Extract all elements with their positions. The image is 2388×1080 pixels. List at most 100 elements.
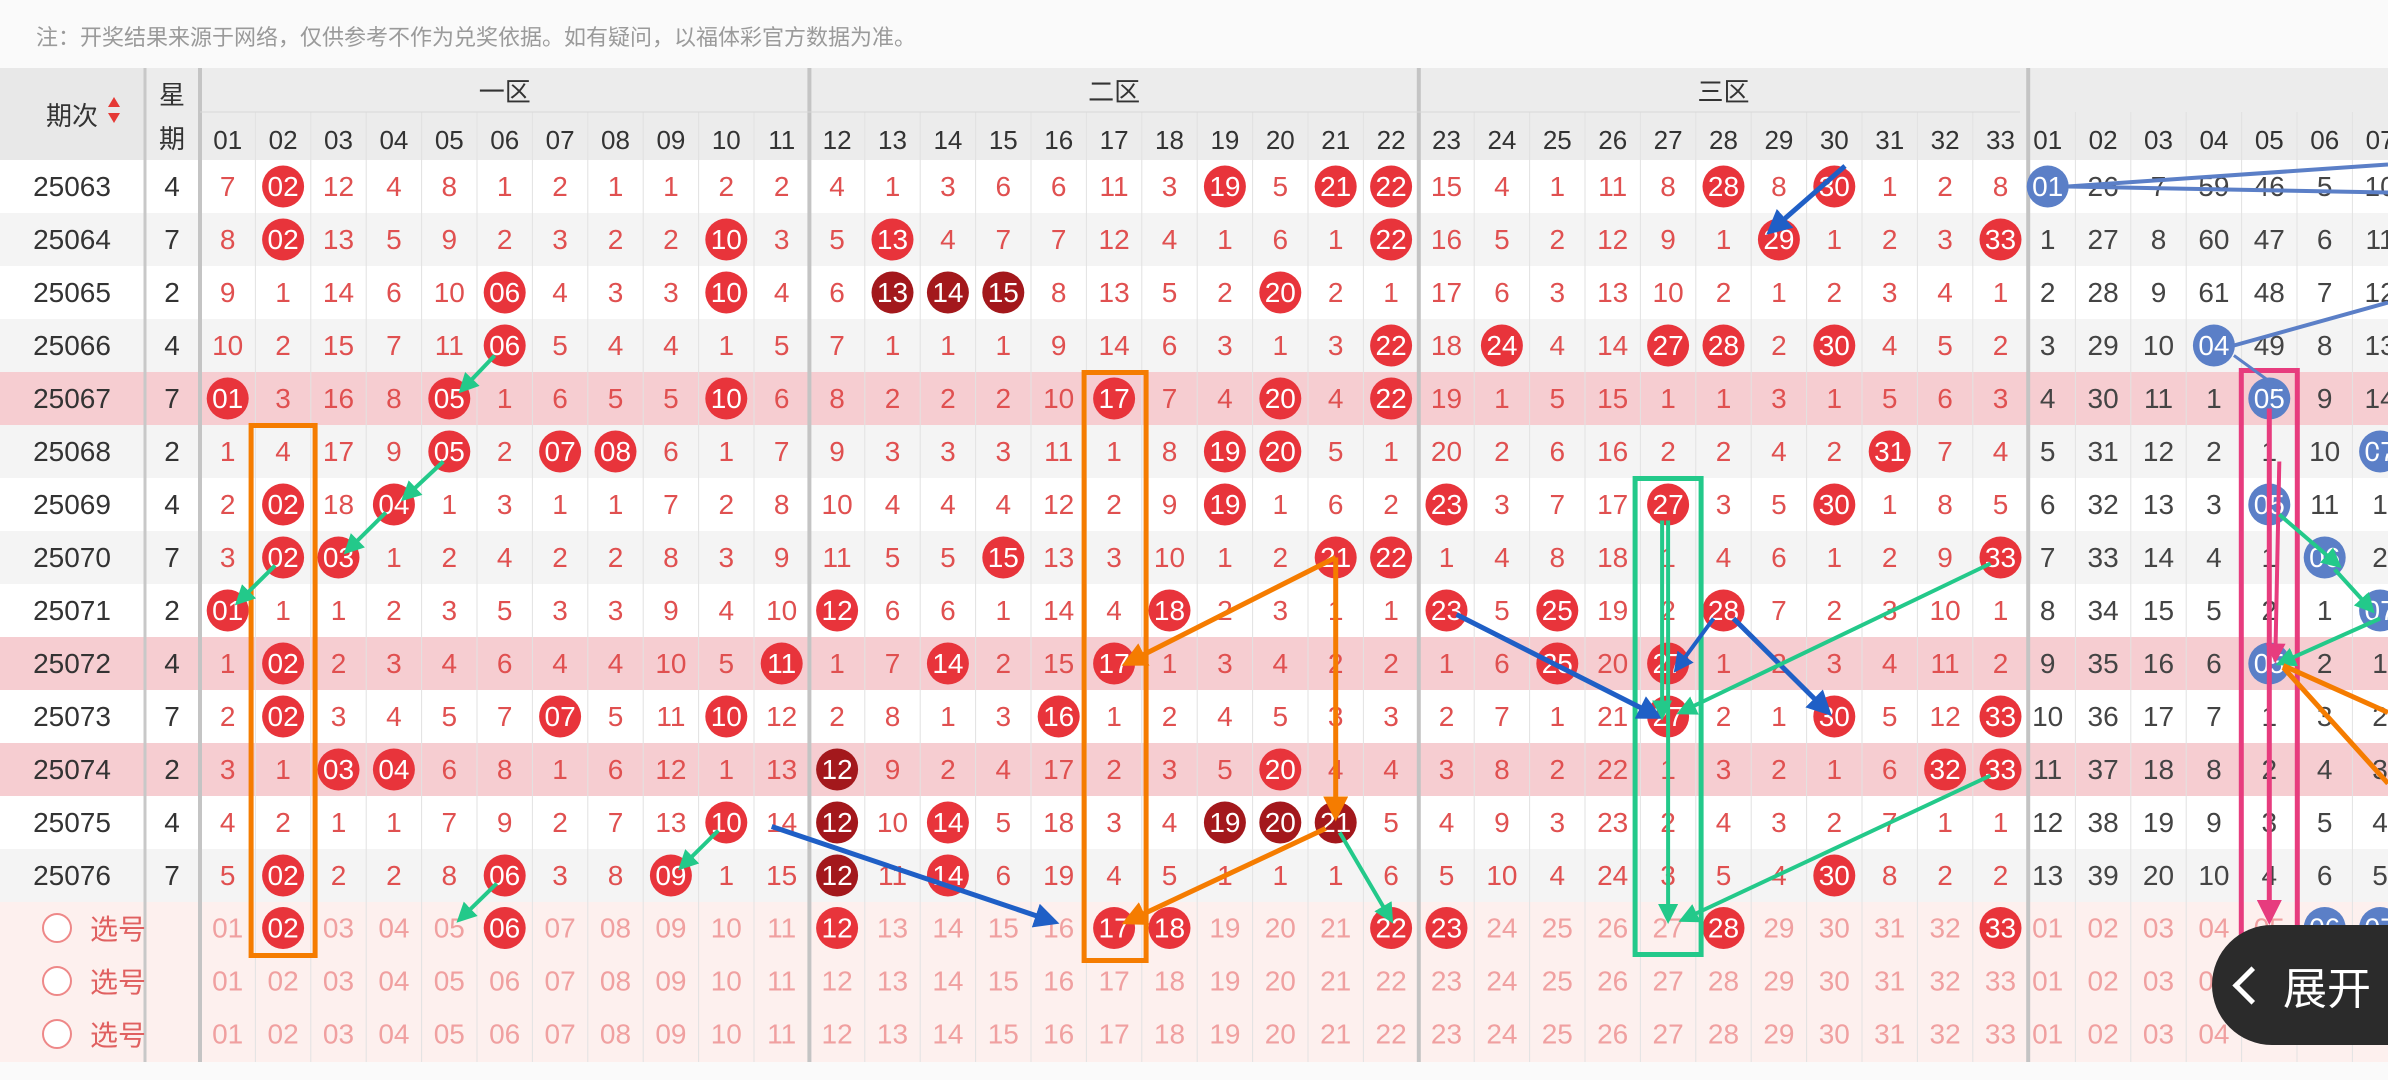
blue-miss-count: 2 <box>2317 648 2333 679</box>
miss-count: 2 <box>719 489 735 520</box>
red-column-number: 18 <box>1155 125 1184 155</box>
miss-count: 11 <box>656 701 685 732</box>
miss-count: 7 <box>608 807 624 838</box>
option-red-number: 21 <box>1320 913 1351 944</box>
miss-count: 4 <box>1217 383 1233 414</box>
option-red-number: 25 <box>1542 1019 1573 1050</box>
miss-count: 5 <box>663 383 679 414</box>
miss-count: 10 <box>434 277 465 308</box>
blue-trend-line <box>2233 354 2281 390</box>
miss-count: 1 <box>1162 648 1178 679</box>
red-ball <box>1979 536 2022 579</box>
miss-count: 10 <box>212 330 243 361</box>
red-ball <box>982 271 1025 314</box>
option-red-number: 03 <box>323 1019 354 1050</box>
miss-count: 3 <box>940 436 956 467</box>
option-red-number: 17 <box>1099 966 1130 997</box>
selected-red-number: 28 <box>1708 913 1739 944</box>
blue-miss-count: 10 <box>2365 171 2388 202</box>
option-red-number: 19 <box>1209 1019 1240 1050</box>
miss-count: 4 <box>442 648 458 679</box>
miss-count: 2 <box>275 330 291 361</box>
blue-miss-count: 48 <box>2254 277 2285 308</box>
blue-miss-count: 6 <box>2206 648 2222 679</box>
miss-count: 2 <box>331 860 347 891</box>
option-red-number: 16 <box>1043 1019 1074 1050</box>
red-ball-number: 04 <box>378 754 409 785</box>
expand-button[interactable]: 展开 <box>2212 925 2388 1045</box>
chevron-left-icon <box>2232 965 2271 1005</box>
miss-count: 15 <box>1043 648 1074 679</box>
select-number-option-3[interactable]: 选号 <box>42 1009 202 1059</box>
radio-circle-icon[interactable] <box>42 1019 72 1049</box>
miss-count: 17 <box>1431 277 1462 308</box>
miss-count: 5 <box>442 701 458 732</box>
red-ball-number: 33 <box>1985 701 2016 732</box>
blue-ball <box>2248 377 2291 420</box>
option-red-number: 10 <box>711 966 742 997</box>
option-red-number: 16 <box>1043 966 1074 997</box>
red-column-number: 27 <box>1654 125 1683 155</box>
red-column-number: 03 <box>324 125 353 155</box>
miss-count: 5 <box>220 860 236 891</box>
option-red-number: 15 <box>988 966 1019 997</box>
miss-count: 5 <box>1716 860 1732 891</box>
miss-count: 5 <box>386 224 402 255</box>
miss-count: 3 <box>1162 754 1178 785</box>
weekday-number: 7 <box>164 860 180 891</box>
miss-count: 1 <box>1273 489 1289 520</box>
period-number: 25072 <box>33 648 111 679</box>
miss-count: 6 <box>1051 171 1067 202</box>
miss-count: 1 <box>275 277 291 308</box>
period-number: 25071 <box>33 595 111 626</box>
option-red-number: 30 <box>1819 966 1850 997</box>
miss-count: 2 <box>1993 648 2009 679</box>
red-ball-number: 18 <box>1154 595 1185 626</box>
blue-column-number: 01 <box>2033 125 2062 155</box>
option-red-number: 27 <box>1653 1019 1684 1050</box>
weekday-number: 2 <box>164 595 180 626</box>
red-ball <box>926 801 969 844</box>
red-ball-number: 33 <box>1985 224 2016 255</box>
select-number-option-2[interactable]: 选号 <box>42 956 202 1006</box>
red-ball-number: 33 <box>1985 754 2016 785</box>
miss-count: 11 <box>1100 171 1129 202</box>
red-ball <box>1425 483 1468 526</box>
blue-miss-count: 10 <box>2198 860 2229 891</box>
miss-count: 6 <box>663 436 679 467</box>
red-column-number: 22 <box>1377 125 1406 155</box>
miss-count: 2 <box>1993 330 2009 361</box>
option-red-number: 19 <box>1209 913 1240 944</box>
radio-circle-icon[interactable] <box>42 966 72 996</box>
red-ball <box>705 218 748 261</box>
option-red-number: 20 <box>1265 913 1296 944</box>
miss-count: 2 <box>1328 277 1344 308</box>
miss-count: 1 <box>1439 648 1455 679</box>
red-ball-number: 19 <box>1209 171 1240 202</box>
miss-count: 2 <box>552 807 568 838</box>
period-number: 25075 <box>33 807 111 838</box>
blue-miss-count: 6 <box>2317 860 2333 891</box>
miss-count: 2 <box>497 224 513 255</box>
option-red-number: 06 <box>489 966 520 997</box>
miss-count: 4 <box>275 436 291 467</box>
blue-miss-count: 30 <box>2088 383 2119 414</box>
miss-count: 1 <box>996 330 1012 361</box>
red-column-number: 19 <box>1210 125 1239 155</box>
miss-count: 4 <box>552 277 568 308</box>
selected-red-ball <box>1425 907 1468 949</box>
miss-count: 8 <box>885 701 901 732</box>
select-number-option-1[interactable]: 选号 <box>42 903 202 953</box>
weekday-number: 7 <box>164 383 180 414</box>
miss-count: 3 <box>1217 330 1233 361</box>
weekday-number: 4 <box>164 330 180 361</box>
miss-count: 15 <box>323 330 354 361</box>
red-column-number: 12 <box>823 125 852 155</box>
option-red-number: 02 <box>268 966 299 997</box>
blue-miss-count: 9 <box>2151 277 2167 308</box>
red-ball <box>1259 801 1302 844</box>
red-ball <box>926 271 969 314</box>
red-ball-number: 28 <box>1708 330 1739 361</box>
table-row-background <box>0 425 2388 478</box>
radio-circle-icon[interactable] <box>42 913 72 943</box>
